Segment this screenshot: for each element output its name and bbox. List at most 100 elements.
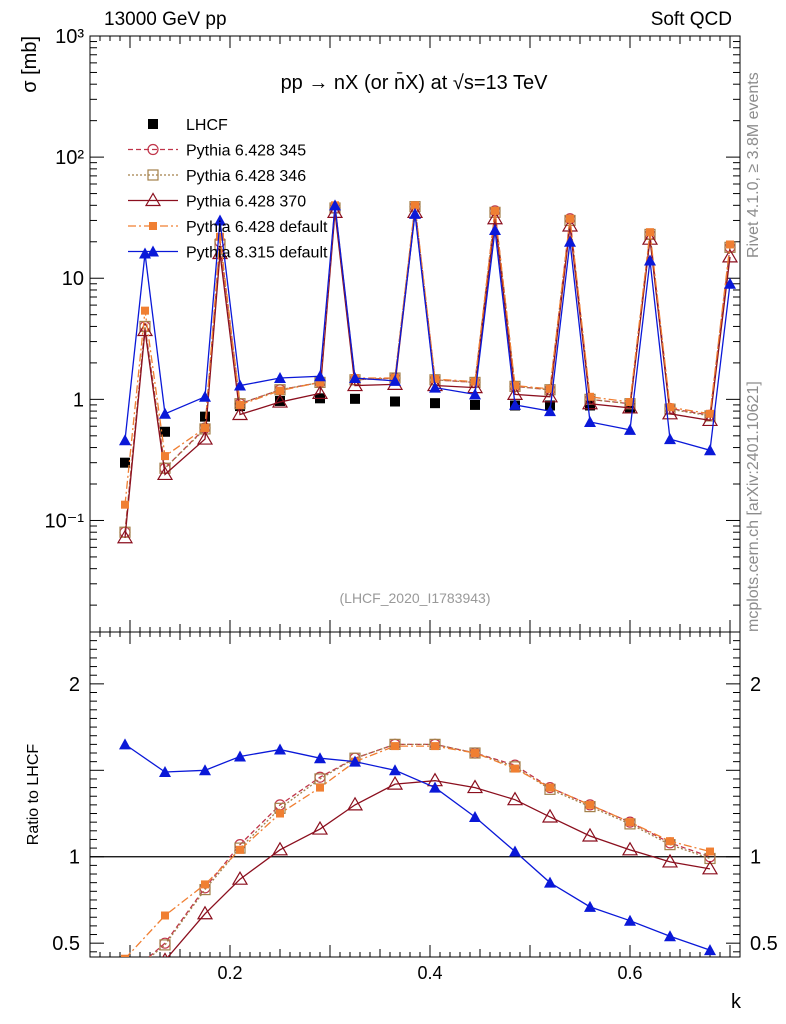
main-pythia-6-428-default-point: [586, 392, 594, 401]
ratio-pythia-6-428-default-point: [276, 809, 284, 818]
main-pythia-6-428-370-point: [156, 466, 174, 481]
main-pythia-6-428-default-point: [471, 377, 479, 386]
main-pythia-6-428-370-point: [311, 385, 329, 399]
main-pythia-8-315-default-point: [329, 199, 341, 211]
ratio-pythia-6-428-370-point: [386, 775, 404, 790]
main-pythia-8-315-default-point: [409, 207, 421, 219]
main-lhcf-point: [470, 399, 480, 410]
main-pythia-6-428-default-point: [316, 378, 324, 387]
y-tick-label: 10: [62, 268, 84, 290]
ratio-pythia-8-315-default-point: [509, 845, 521, 857]
main-pythia-8-315-default-point: [584, 416, 596, 428]
ratio-pythia-6-428-default-line: [125, 745, 711, 957]
main-pythia-6-428-370-point: [486, 210, 504, 225]
main-pythia-6-428-370-point: [561, 217, 579, 232]
main-pythia-6-428-default-point: [411, 201, 419, 210]
ratio-pythia-6-428-346-point: [120, 973, 130, 983]
main-pythia-8-315-default-point: [664, 433, 676, 445]
ratio-y-tick-label: 2: [69, 674, 80, 696]
main-pythia-6-428-default-point: [706, 409, 714, 418]
legend-label: Pythia 6.428 346: [186, 168, 306, 185]
main-lhcf-point: [390, 396, 400, 407]
legend-marker-lhcf: [148, 119, 158, 129]
main-series-group: [116, 199, 739, 544]
ratio-pythia-8-315-default-point: [544, 876, 556, 888]
ratio-y-tick-label-right: 2: [750, 674, 761, 696]
main-pythia-6-428-default-point: [666, 403, 674, 412]
ratio-pythia-6-428-370-point: [271, 841, 289, 856]
ratio-pythia-6-428-370-point: [311, 820, 329, 835]
main-pythia-8-315-default-point: [349, 372, 361, 384]
ratio-pythia-6-428-346-point: [469, 747, 481, 759]
main-pythia-8-315-default-line: [124, 205, 731, 452]
main-pythia-6-428-default-point: [546, 384, 554, 393]
y-axis-label: σ [mb]: [19, 36, 41, 93]
legend-marker: [149, 222, 157, 230]
ratio-pythia-6-428-370-point: [541, 808, 559, 823]
ratio-pythia-6-428-default-point: [316, 783, 324, 792]
ratio-pythia-6-428-default-point: [546, 783, 554, 792]
main-lhcf-point: [120, 457, 130, 468]
header-right: Soft QCD: [650, 9, 732, 30]
main-pythia-8-315-default-point: [214, 214, 226, 226]
ratio-pythia-6-428-370-point: [506, 791, 524, 806]
main-lhcf-point: [200, 411, 210, 422]
main-pythia-8-315-default-point: [119, 434, 131, 446]
legend-marker: [147, 143, 159, 156]
ratio-pythia-6-428-default-point: [431, 742, 439, 751]
ratio-series-group: [118, 738, 719, 993]
ratio-pythia-8-315-default-point: [624, 914, 636, 926]
main-pythia-6-428-370-point: [541, 388, 559, 403]
main-pythia-8-315-default-point: [509, 398, 521, 410]
header-left: 13000 GeV pp: [104, 9, 227, 30]
legend-label: Pythia 6.428 default: [186, 219, 328, 236]
main-pythia-6-428-370-point: [196, 430, 214, 445]
analysis-label: (LHCF_2020_I1783943): [340, 590, 491, 606]
y-tick-label: 1: [73, 389, 84, 411]
main-pythia-6-428-370-point: [346, 377, 364, 392]
legend-label: Pythia 6.428 370: [186, 194, 306, 211]
main-pythia-6-428-default-point: [216, 232, 224, 241]
ratio-pythia-6-428-370-point: [118, 981, 132, 993]
ratio-pythia-8-315-default-point: [199, 764, 211, 776]
main-pythia-8-315-default-point: [724, 277, 736, 289]
x-tick-label: 0.2: [217, 963, 242, 983]
ratio-pythia-6-428-370-point: [621, 841, 639, 856]
main-pythia-6-428-default-point: [276, 386, 284, 395]
ratio-pythia-6-428-370-point: [701, 860, 719, 875]
main-pythia-6-428-default-point: [511, 381, 519, 390]
main-pythia-6-428-370-point: [271, 393, 289, 408]
ratio-pythia-6-428-370-point: [231, 871, 249, 885]
ratio-pythia-6-428-default-point: [511, 764, 519, 773]
main-pythia-8-315-default-point: [159, 407, 171, 419]
ratio-pythia-6-428-370-point: [581, 827, 599, 842]
main-pythia-8-315-default-point: [704, 444, 716, 456]
main-pythia-6-428-370-point: [641, 231, 659, 245]
main-lhcf-point: [160, 426, 170, 437]
main-pythia-8-315-default-point: [389, 374, 401, 386]
ratio-pythia-6-428-default-point: [236, 845, 244, 854]
x-tick-label: 0.6: [617, 963, 642, 983]
ratio-pythia-8-315-default-point: [274, 743, 286, 755]
main-pythia-8-315-default-point: [274, 372, 286, 384]
main-pythia-6-428-default-point: [236, 400, 244, 409]
main-pythia-8-315-default-point: [199, 390, 211, 402]
ratio-pythia-6-428-370-line: [167, 780, 711, 957]
main-pythia-8-315-default-point: [314, 370, 326, 382]
main-lhcf-point: [275, 395, 285, 406]
ratio-pythia-8-315-default-point: [349, 755, 361, 767]
ratio-pythia-8-315-default-point: [704, 944, 716, 956]
main-lhcf-point: [350, 393, 360, 404]
y-tick-label: 10³: [55, 26, 84, 48]
ratio-pythia-8-315-default-point: [469, 810, 481, 822]
legend-label: Pythia 6.428 345: [186, 143, 306, 160]
ratio-pythia-6-428-default-point: [586, 800, 594, 809]
main-pythia-8-315-default-point: [624, 423, 636, 435]
x-tick-label: 0.4: [417, 963, 442, 983]
main-pythia-8-315-default-point: [234, 379, 246, 391]
main-pythia-6-428-default-point: [566, 214, 574, 223]
ratio-pythia-6-428-default-point: [201, 880, 209, 889]
main-pythia-8-315-default-point: [489, 224, 501, 236]
main-pythia-6-428-370-point: [621, 399, 639, 414]
ratio-pythia-6-428-370-point: [661, 853, 679, 868]
